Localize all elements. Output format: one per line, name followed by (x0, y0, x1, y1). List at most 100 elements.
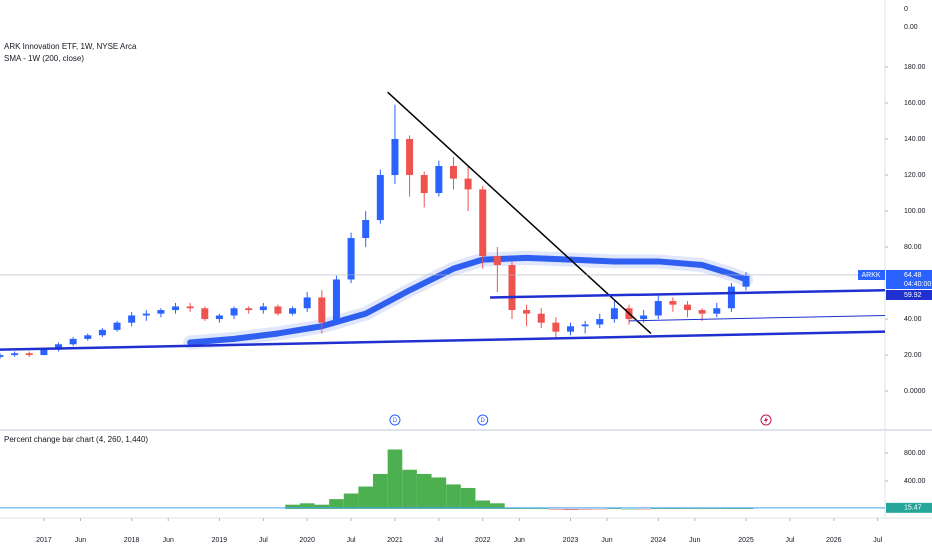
candle-body (98, 329, 106, 336)
x-tick-label: 2022 (475, 537, 491, 544)
percent-bar (475, 500, 491, 509)
event-circle (389, 414, 401, 426)
y-tick-label: 800.00 (904, 450, 926, 457)
y-tick-label: 120.00 (904, 172, 926, 179)
indicator-value-label: 15.47 (904, 505, 922, 512)
candle-body (172, 306, 180, 311)
percent-bar (373, 473, 388, 509)
line-price-label: 59.92 (904, 292, 922, 299)
percent-bar (329, 499, 344, 509)
percent-bar (563, 508, 578, 510)
candle-body (186, 306, 194, 309)
x-tick-label: Jul (259, 537, 268, 544)
countdown-label: 04:40:00 (904, 281, 931, 288)
candle-body (464, 178, 472, 190)
event-label: D (481, 418, 486, 424)
percent-bar (709, 508, 725, 509)
candle-body (640, 315, 648, 320)
candle-body (523, 310, 531, 314)
x-tick-label: Jul (873, 537, 882, 544)
percent-bar (548, 508, 564, 510)
x-tick-label: 2024 (650, 537, 666, 544)
percent-bar (533, 508, 549, 510)
percent-bar (358, 486, 374, 509)
candle-body (289, 308, 297, 314)
candle-body (610, 308, 618, 320)
trend-line (387, 91, 652, 335)
x-tick-label: 2023 (563, 537, 579, 544)
candle-body (654, 301, 662, 316)
percent-bar (738, 507, 754, 509)
main-pane (0, 91, 886, 359)
percent-bar (621, 508, 637, 510)
percent-bar (431, 477, 447, 509)
candle-body (376, 175, 384, 221)
trend-line (0, 330, 886, 351)
event-label: D (393, 418, 398, 424)
candle-body (508, 265, 516, 311)
trend-line (490, 289, 886, 299)
percent-bar (592, 508, 608, 510)
candle-body (84, 335, 92, 339)
y-tick-label: 160.00 (904, 100, 926, 107)
y-tick-label: 180.00 (904, 64, 926, 71)
y-tick-label: 40.00 (904, 316, 922, 323)
percent-bar (460, 487, 476, 509)
candle-body (537, 313, 545, 323)
candle-body (55, 344, 63, 350)
indicator-pane (0, 449, 885, 510)
candle-body (449, 166, 457, 179)
dividend-event[interactable]: D (389, 414, 401, 426)
dividend-event[interactable]: D (477, 414, 489, 426)
candle-body (406, 139, 414, 176)
candle-body (684, 304, 692, 311)
percent-bar (665, 507, 681, 509)
x-tick-label: Jul (347, 537, 356, 544)
candle-body (303, 297, 311, 309)
percent-bar (577, 508, 593, 510)
x-tick-label: 2021 (387, 537, 403, 544)
candle-body (713, 308, 721, 314)
candle-body (581, 324, 589, 327)
symbol-label: ARKK (861, 272, 880, 279)
x-tick-label: Jun (689, 537, 700, 544)
labels: ARK Innovation ETF, 1W, NYSE Arca SMA - … (4, 6, 932, 544)
candle-body (11, 353, 19, 356)
candle-body (362, 220, 370, 239)
candle-body (552, 322, 560, 332)
candle-body (493, 256, 501, 266)
percent-bar (607, 508, 622, 509)
candle-body (742, 275, 750, 287)
percent-bar (285, 504, 300, 509)
chart-title: ARK Innovation ETF, 1W, NYSE Arca (4, 42, 137, 51)
candle-body (25, 353, 33, 356)
candle-body (259, 306, 267, 311)
axis-top-label: 0.00 (904, 24, 918, 31)
x-tick-label: 2025 (738, 537, 754, 544)
percent-bar (387, 449, 403, 509)
last-price-box (886, 269, 932, 289)
percent-bar (636, 508, 651, 510)
candle-body (157, 310, 165, 314)
candle-body (128, 315, 136, 323)
candle-body (698, 310, 706, 314)
percent-bar (490, 503, 505, 509)
percent-bar (299, 503, 315, 509)
percent-bar (680, 508, 695, 509)
candle-body (391, 139, 399, 176)
candle-body (318, 297, 326, 323)
candle-body (142, 313, 150, 316)
candle-body (69, 338, 77, 345)
candle-body (479, 189, 487, 257)
indicator-title: Percent change bar chart (4, 260, 1,440) (4, 435, 148, 444)
percent-bar (343, 493, 359, 509)
percent-bar (402, 469, 417, 509)
x-tick-label: Jul (785, 537, 794, 544)
percent-bar (694, 508, 710, 510)
lightning-event[interactable] (760, 414, 772, 426)
candle-body (347, 238, 355, 280)
x-tick-label: Jul (434, 537, 443, 544)
x-tick-label: Jun (163, 537, 174, 544)
line-price-box (886, 289, 932, 300)
